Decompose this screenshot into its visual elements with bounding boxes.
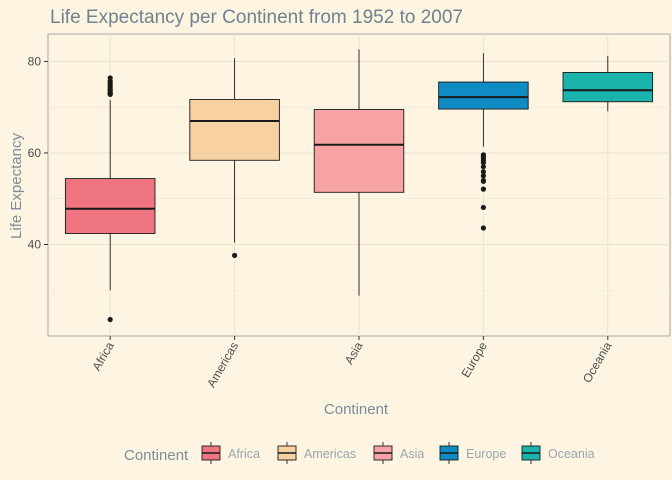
outlier-point: [480, 204, 486, 211]
y-tick-label: 40: [28, 237, 42, 251]
x-tick-label: Asia: [342, 339, 366, 366]
legend-label: Oceania: [548, 447, 595, 461]
legend-label: Europe: [466, 447, 506, 461]
y-axis-title: Life Expectancy: [8, 133, 25, 239]
legend-label: Asia: [400, 447, 424, 461]
box-europe: [438, 53, 529, 231]
legend-item-asia: Asia: [373, 442, 424, 464]
x-tick-label: Africa: [89, 339, 117, 373]
outlier-point: [232, 252, 238, 259]
x-axis-title: Continent: [324, 401, 389, 418]
box-oceania: [562, 55, 654, 112]
y-tick-label: 60: [28, 146, 42, 160]
box-iqr: [562, 71, 654, 103]
x-tick-label: Oceania: [580, 339, 615, 385]
legend: Continent Africa Americas Asia Europe Oceani…: [124, 442, 595, 464]
box-iqr: [189, 98, 280, 161]
chart-title: Life Expectancy per Continent from 1952 …: [50, 7, 463, 28]
legend-item-americas: Americas: [277, 442, 356, 464]
outlier-point: [480, 164, 486, 170]
boxplot-series: [64, 49, 654, 323]
legend-item-africa: Africa: [201, 442, 260, 464]
outlier-point: [480, 159, 486, 166]
legend-item-europe: Europe: [439, 442, 506, 464]
outlier-point: [107, 316, 113, 323]
x-axis: Africa Americas Asia Europe Oceania: [89, 336, 615, 390]
outlier-point: [480, 178, 486, 184]
outlier-point: [480, 173, 486, 179]
outlier-point: [107, 75, 113, 81]
legend-item-oceania: Oceania: [521, 442, 595, 464]
box-americas: [189, 58, 280, 259]
x-tick-label: Europe: [459, 339, 491, 380]
x-tick-label: Americas: [204, 340, 241, 390]
box-iqr: [313, 109, 405, 193]
legend-label: Americas: [304, 447, 356, 461]
legend-title: Continent: [124, 447, 189, 464]
box-africa: [64, 75, 156, 323]
outlier-point: [480, 186, 486, 192]
outlier-point: [480, 169, 486, 175]
legend-label: Africa: [228, 447, 260, 461]
box-iqr: [438, 81, 529, 110]
y-tick-label: 80: [28, 54, 42, 68]
box-asia: [313, 49, 405, 296]
y-axis: 40 60 80: [28, 54, 48, 251]
outlier-point: [480, 225, 486, 231]
box-iqr: [64, 178, 156, 234]
